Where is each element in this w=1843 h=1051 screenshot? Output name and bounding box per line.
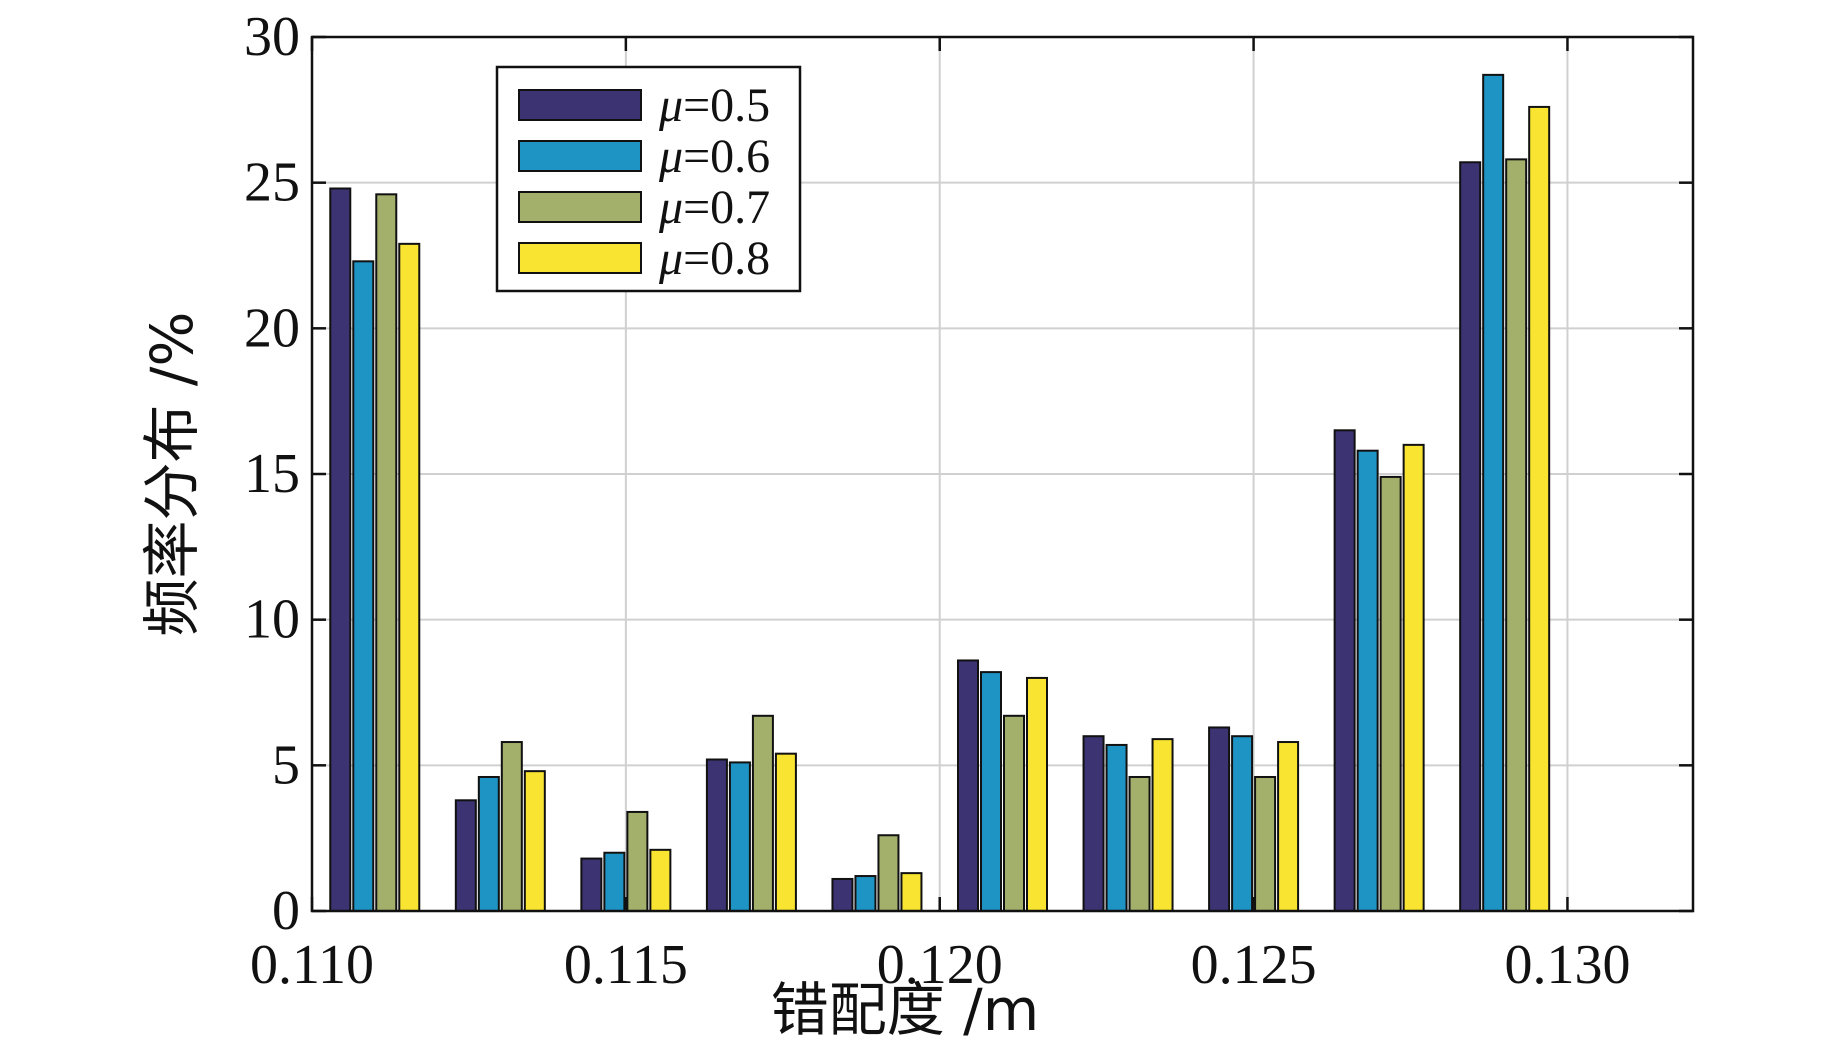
bar-1-2 <box>454 799 477 912</box>
bar-2-3 <box>603 851 626 913</box>
bar-2-9 <box>1356 449 1379 912</box>
legend-symbol: μ <box>658 232 683 285</box>
bar-4-10 <box>1528 105 1551 913</box>
y-tick-label: 5 <box>272 734 300 796</box>
bar-1-3 <box>580 857 603 912</box>
legend-value: =0.5 <box>683 79 770 132</box>
bar-1-8 <box>1208 726 1231 913</box>
legend-entry-3: μ=0.7 <box>658 181 770 234</box>
bar-4-8 <box>1277 741 1300 912</box>
bar-3-6 <box>1003 714 1025 912</box>
x-axis-label: 错配度 /m <box>771 976 1039 1044</box>
bar-2-8 <box>1231 735 1254 913</box>
grid-lines <box>312 37 1693 911</box>
bar-2-10 <box>1482 73 1505 912</box>
y-tick-label: 15 <box>244 443 300 505</box>
bar-3-1 <box>375 193 398 912</box>
bar-1-4 <box>705 758 728 912</box>
bar-1-6 <box>957 659 979 912</box>
y-tick-label: 20 <box>244 297 300 359</box>
y-tick-label: 30 <box>244 6 300 68</box>
legend-swatch-3 <box>518 191 642 223</box>
legend-entry-1: μ=0.5 <box>658 79 770 132</box>
x-tick-label: 0.120 <box>877 934 1003 996</box>
y-tick-labels: 0 5 10 15 20 25 30 <box>244 6 300 942</box>
bar-1-5 <box>831 877 854 912</box>
bar-3-8 <box>1254 775 1277 913</box>
bar-4-2 <box>523 770 546 912</box>
bar-3-7 <box>1128 775 1151 913</box>
legend-value: =0.8 <box>683 232 770 285</box>
x-tick-labels: 0.110 0.115 0.120 0.125 0.130 <box>250 934 1630 996</box>
bar-2-5 <box>854 875 877 912</box>
bar-3-5 <box>877 834 900 913</box>
legend-value: =0.6 <box>683 130 770 183</box>
bar-4-5 <box>900 872 923 912</box>
y-axis-label: 频率分布 /% <box>138 311 206 636</box>
bar-4-3 <box>649 848 672 913</box>
bar-2-4 <box>728 761 751 912</box>
bar-4-1 <box>398 242 421 912</box>
legend-value: =0.7 <box>683 181 770 234</box>
legend-symbol: μ <box>658 79 683 132</box>
bar-2-7 <box>1105 743 1128 912</box>
bar-3-10 <box>1505 158 1528 913</box>
y-tick-label: 0 <box>272 880 300 942</box>
legend-symbol: μ <box>658 181 683 234</box>
bar-1-10 <box>1459 161 1482 913</box>
axis-ticks <box>310 35 1693 913</box>
bar-3-3 <box>626 810 649 912</box>
bar-2-6 <box>980 671 1002 913</box>
legend-entry-4: μ=0.8 <box>658 232 770 285</box>
legend-symbol: μ <box>658 130 683 183</box>
bar-1-7 <box>1082 735 1105 913</box>
legend-entry-2: μ=0.6 <box>658 130 770 183</box>
bar-2-1 <box>352 260 375 912</box>
bar-4-7 <box>1151 738 1174 913</box>
bar-4-4 <box>774 752 797 912</box>
legend: μ=0.5μ=0.6μ=0.7μ=0.8 <box>495 65 802 293</box>
x-tick-label: 0.125 <box>1191 934 1317 996</box>
x-tick-label: 0.115 <box>564 934 688 996</box>
x-tick-label: 0.130 <box>1504 934 1630 996</box>
legend-swatch-4 <box>518 242 642 274</box>
bar-3-4 <box>751 714 774 912</box>
bar-3-9 <box>1379 475 1402 912</box>
bar-2-2 <box>477 775 500 913</box>
bars <box>329 73 1551 913</box>
bar-1-9 <box>1333 429 1356 912</box>
y-tick-label: 25 <box>244 152 300 214</box>
y-tick-label: 10 <box>244 589 300 651</box>
bar-1-1 <box>329 187 352 912</box>
legend-swatch-1 <box>518 89 642 121</box>
bar-4-9 <box>1402 443 1425 912</box>
bar-3-2 <box>500 741 523 912</box>
bar-4-6 <box>1026 676 1048 913</box>
legend-swatch-2 <box>518 140 642 172</box>
x-tick-label: 0.110 <box>250 934 374 996</box>
